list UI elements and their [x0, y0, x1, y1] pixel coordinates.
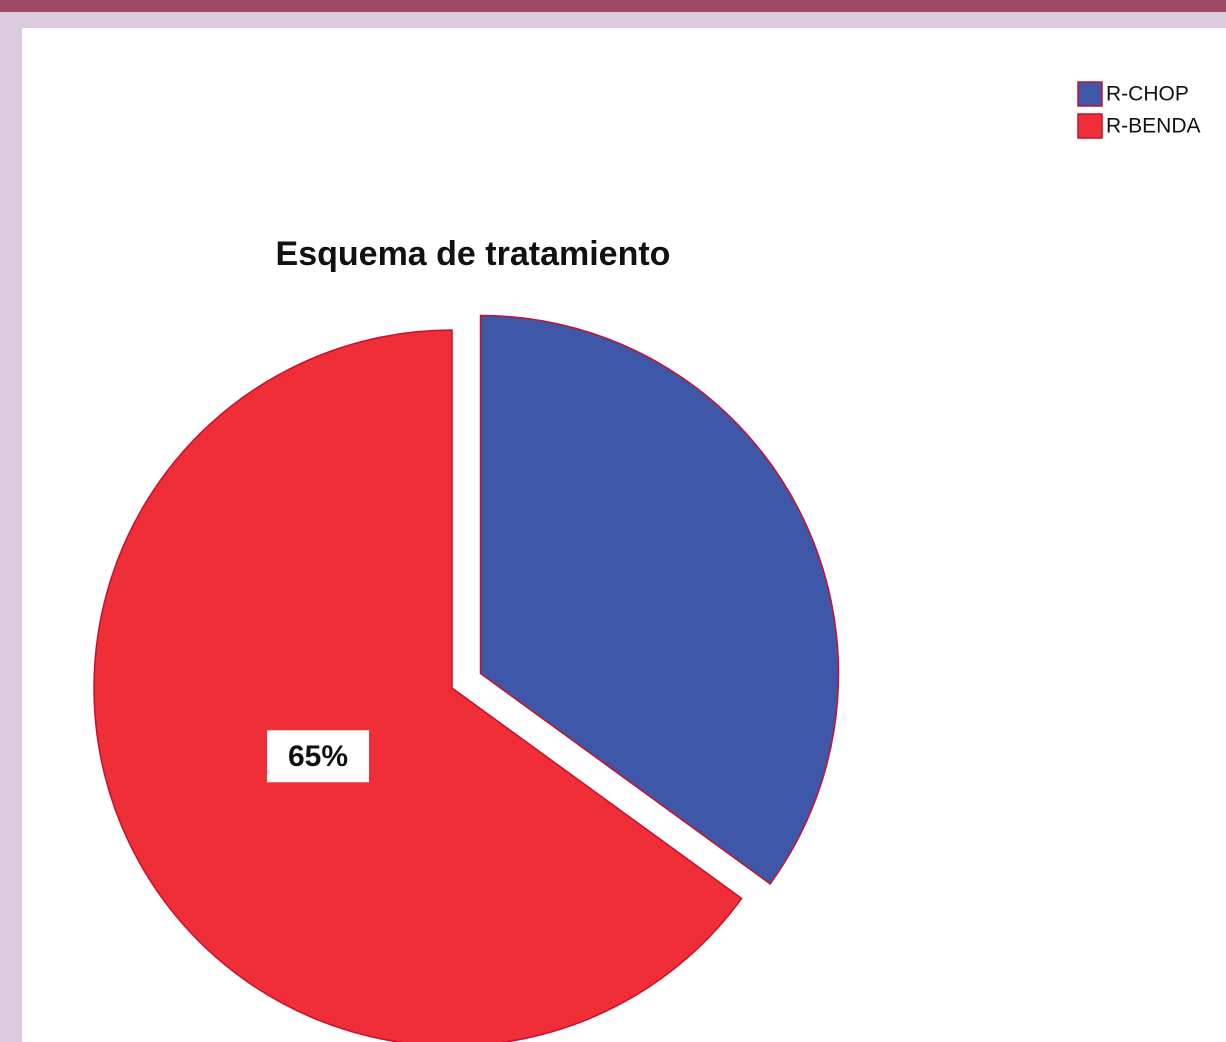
chart-title: Esquema de tratamiento [276, 235, 671, 273]
legend-label: R-CHOP [1106, 83, 1189, 106]
pie-slice [479, 314, 840, 885]
top-bar [0, 0, 1226, 12]
legend-label: R-BENDA [1106, 115, 1201, 138]
label-box [267, 730, 370, 783]
legend-swatch [1077, 113, 1103, 139]
pie-slice [93, 329, 743, 1042]
legend-swatch [1077, 81, 1103, 107]
data-label: 65% [288, 740, 348, 773]
